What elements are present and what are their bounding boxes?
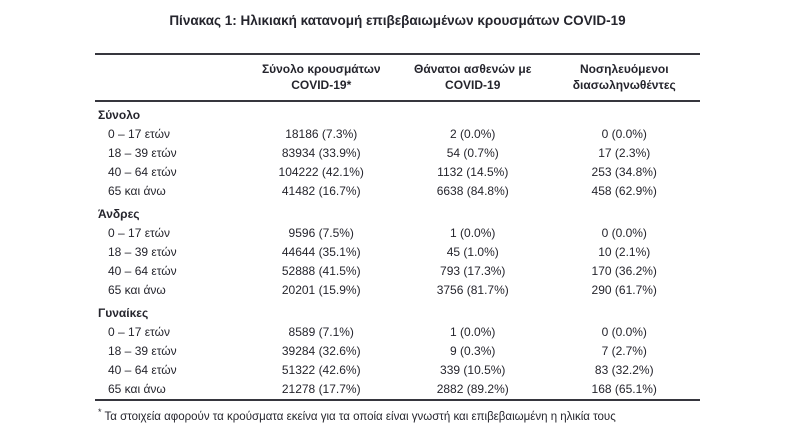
cell-total-cases: 52888 (41.5%) [281,264,361,278]
cell-deaths: 339 (10.5%) [440,363,506,377]
cell-intubated: 0 (0.0%) [601,226,647,240]
table-body: Σύνολο 0 – 17 ετών 18186 (7.3%) 2 (0.0%)… [95,101,700,400]
section-header-men: Άνδρες [95,201,700,224]
table-row: 40 – 64 ετών 52888 (41.5%) 793 (17.3%) 1… [95,262,700,281]
cell-deaths: 45 (1.0%) [446,245,499,259]
cell-deaths: 54 (0.7%) [446,146,499,160]
section-header-total: Σύνολο [95,101,700,125]
cell-intubated: 83 (32.2%) [594,363,654,377]
cell-intubated: 253 (34.8%) [591,165,657,179]
cell-total-cases: 83934 (33.9%) [281,146,361,160]
column-header-total-cases: Σύνολο κρουσμάτων COVID-19* [245,54,397,101]
column-header-line: COVID-19 [445,78,501,92]
age-group-label: 65 και άνω [108,382,166,396]
cell-intubated: 168 (65.1%) [591,382,657,396]
table-row: 40 – 64 ετών 51322 (42.6%) 339 (10.5%) 8… [95,361,700,380]
report-page: Πίνακας 1: Ηλικιακή κατανομή επιβεβαιωμέ… [95,0,700,425]
page-title: Πίνακας 1: Ηλικιακή κατανομή επιβεβαιωμέ… [169,13,626,28]
cell-deaths: 1 (0.0%) [450,226,496,240]
table-header: Σύνολο κρουσμάτων COVID-19* Θάνατοι ασθε… [95,54,700,101]
cell-intubated: 458 (62.9%) [591,184,657,198]
cell-deaths: 1 (0.0%) [450,325,496,339]
age-group-label: 0 – 17 ετών [108,226,170,240]
column-header-line: διασωληνωθέντες [572,78,676,92]
age-group-label: 0 – 17 ετών [108,127,170,141]
age-group-label: 40 – 64 ετών [108,165,177,179]
column-header-deaths: Θάνατοι ασθενών με COVID-19 [397,54,549,101]
cell-total-cases: 9596 (7.5%) [288,226,354,240]
age-group-label: 18 – 39 ετών [108,245,177,259]
age-group-label: 65 και άνω [108,184,166,198]
cell-total-cases: 44644 (35.1%) [281,245,361,259]
cell-intubated: 10 (2.1%) [598,245,651,259]
cell-deaths: 6638 (84.8%) [436,184,509,198]
cell-deaths: 3756 (81.7%) [436,283,509,297]
cell-deaths: 1132 (14.5%) [437,165,509,179]
cell-intubated: 170 (36.2%) [591,264,657,278]
section-header-women: Γυναίκες [95,300,700,323]
column-header-empty [95,54,245,101]
footnote-asterisk: * [98,407,102,417]
section-label: Σύνολο [98,108,141,122]
cell-intubated: 0 (0.0%) [601,127,647,141]
footnote-text: Τα στοιχεία αφορούν τα κρούσματα εκείνα … [104,410,616,423]
cell-total-cases: 41482 (16.7%) [281,184,361,198]
column-header-line: Νοσηλευόμενοι [579,62,669,76]
age-group-label: 40 – 64 ετών [108,363,177,377]
age-group-label: 18 – 39 ετών [108,146,177,160]
table-row: 65 και άνω 20201 (15.9%) 3756 (81.7%) 29… [95,281,700,300]
cell-intubated: 7 (2.7%) [601,344,647,358]
cell-intubated: 290 (61.7%) [591,283,657,297]
column-header-intubated: Νοσηλευόμενοι διασωληνωθέντες [548,54,700,101]
age-group-label: 40 – 64 ετών [108,264,177,278]
table-row: 18 – 39 ετών 44644 (35.1%) 45 (1.0%) 10 … [95,243,700,262]
cell-deaths: 2 (0.0%) [450,127,496,141]
cell-total-cases: 18186 (7.3%) [285,127,358,141]
cell-intubated: 0 (0.0%) [601,325,647,339]
table-row: 65 και άνω 41482 (16.7%) 6638 (84.8%) 45… [95,182,700,201]
cell-total-cases: 20201 (15.9%) [281,283,361,297]
table-row: 0 – 17 ετών 18186 (7.3%) 2 (0.0%) 0 (0.0… [95,125,700,144]
cell-deaths: 2882 (89.2%) [436,382,509,396]
column-header-line: COVID-19* [291,78,352,92]
column-header-line: Σύνολο κρουσμάτων [261,62,381,76]
header-row: Σύνολο κρουσμάτων COVID-19* Θάνατοι ασθε… [95,54,700,101]
cell-total-cases: 104222 (42.1%) [278,165,364,179]
column-header-line: Θάνατοι ασθενών με [414,62,532,76]
cell-total-cases: 21278 (17.7%) [281,382,361,396]
age-group-label: 65 και άνω [108,283,166,297]
section-label: Γυναίκες [98,306,149,320]
cell-deaths: 9 (0.3%) [450,344,496,358]
cell-total-cases: 8589 (7.1%) [288,325,354,339]
table-row: 0 – 17 ετών 8589 (7.1%) 1 (0.0%) 0 (0.0%… [95,323,700,342]
cell-total-cases: 51322 (42.6%) [281,363,361,377]
age-group-label: 18 – 39 ετών [108,344,177,358]
table-row: 18 – 39 ετών 39284 (32.6%) 9 (0.3%) 7 (2… [95,342,700,361]
cell-total-cases: 39284 (32.6%) [281,344,361,358]
table-row: 0 – 17 ετών 9596 (7.5%) 1 (0.0%) 0 (0.0%… [95,224,700,243]
footnote: * Τα στοιχεία αφορούν τα κρούσματα εκείνα… [95,405,700,425]
table-row: 18 – 39 ετών 83934 (33.9%) 54 (0.7%) 17 … [95,144,700,163]
cell-intubated: 17 (2.3%) [598,146,651,160]
cell-deaths: 793 (17.3%) [440,264,506,278]
covid-age-distribution-table: Σύνολο κρουσμάτων COVID-19* Θάνατοι ασθε… [95,53,700,401]
table-row: 40 – 64 ετών 104222 (42.1%) 1132 (14.5%)… [95,163,700,182]
section-label: Άνδρες [98,207,140,221]
age-group-label: 0 – 17 ετών [108,325,170,339]
table-row: 65 και άνω 21278 (17.7%) 2882 (89.2%) 16… [95,380,700,400]
